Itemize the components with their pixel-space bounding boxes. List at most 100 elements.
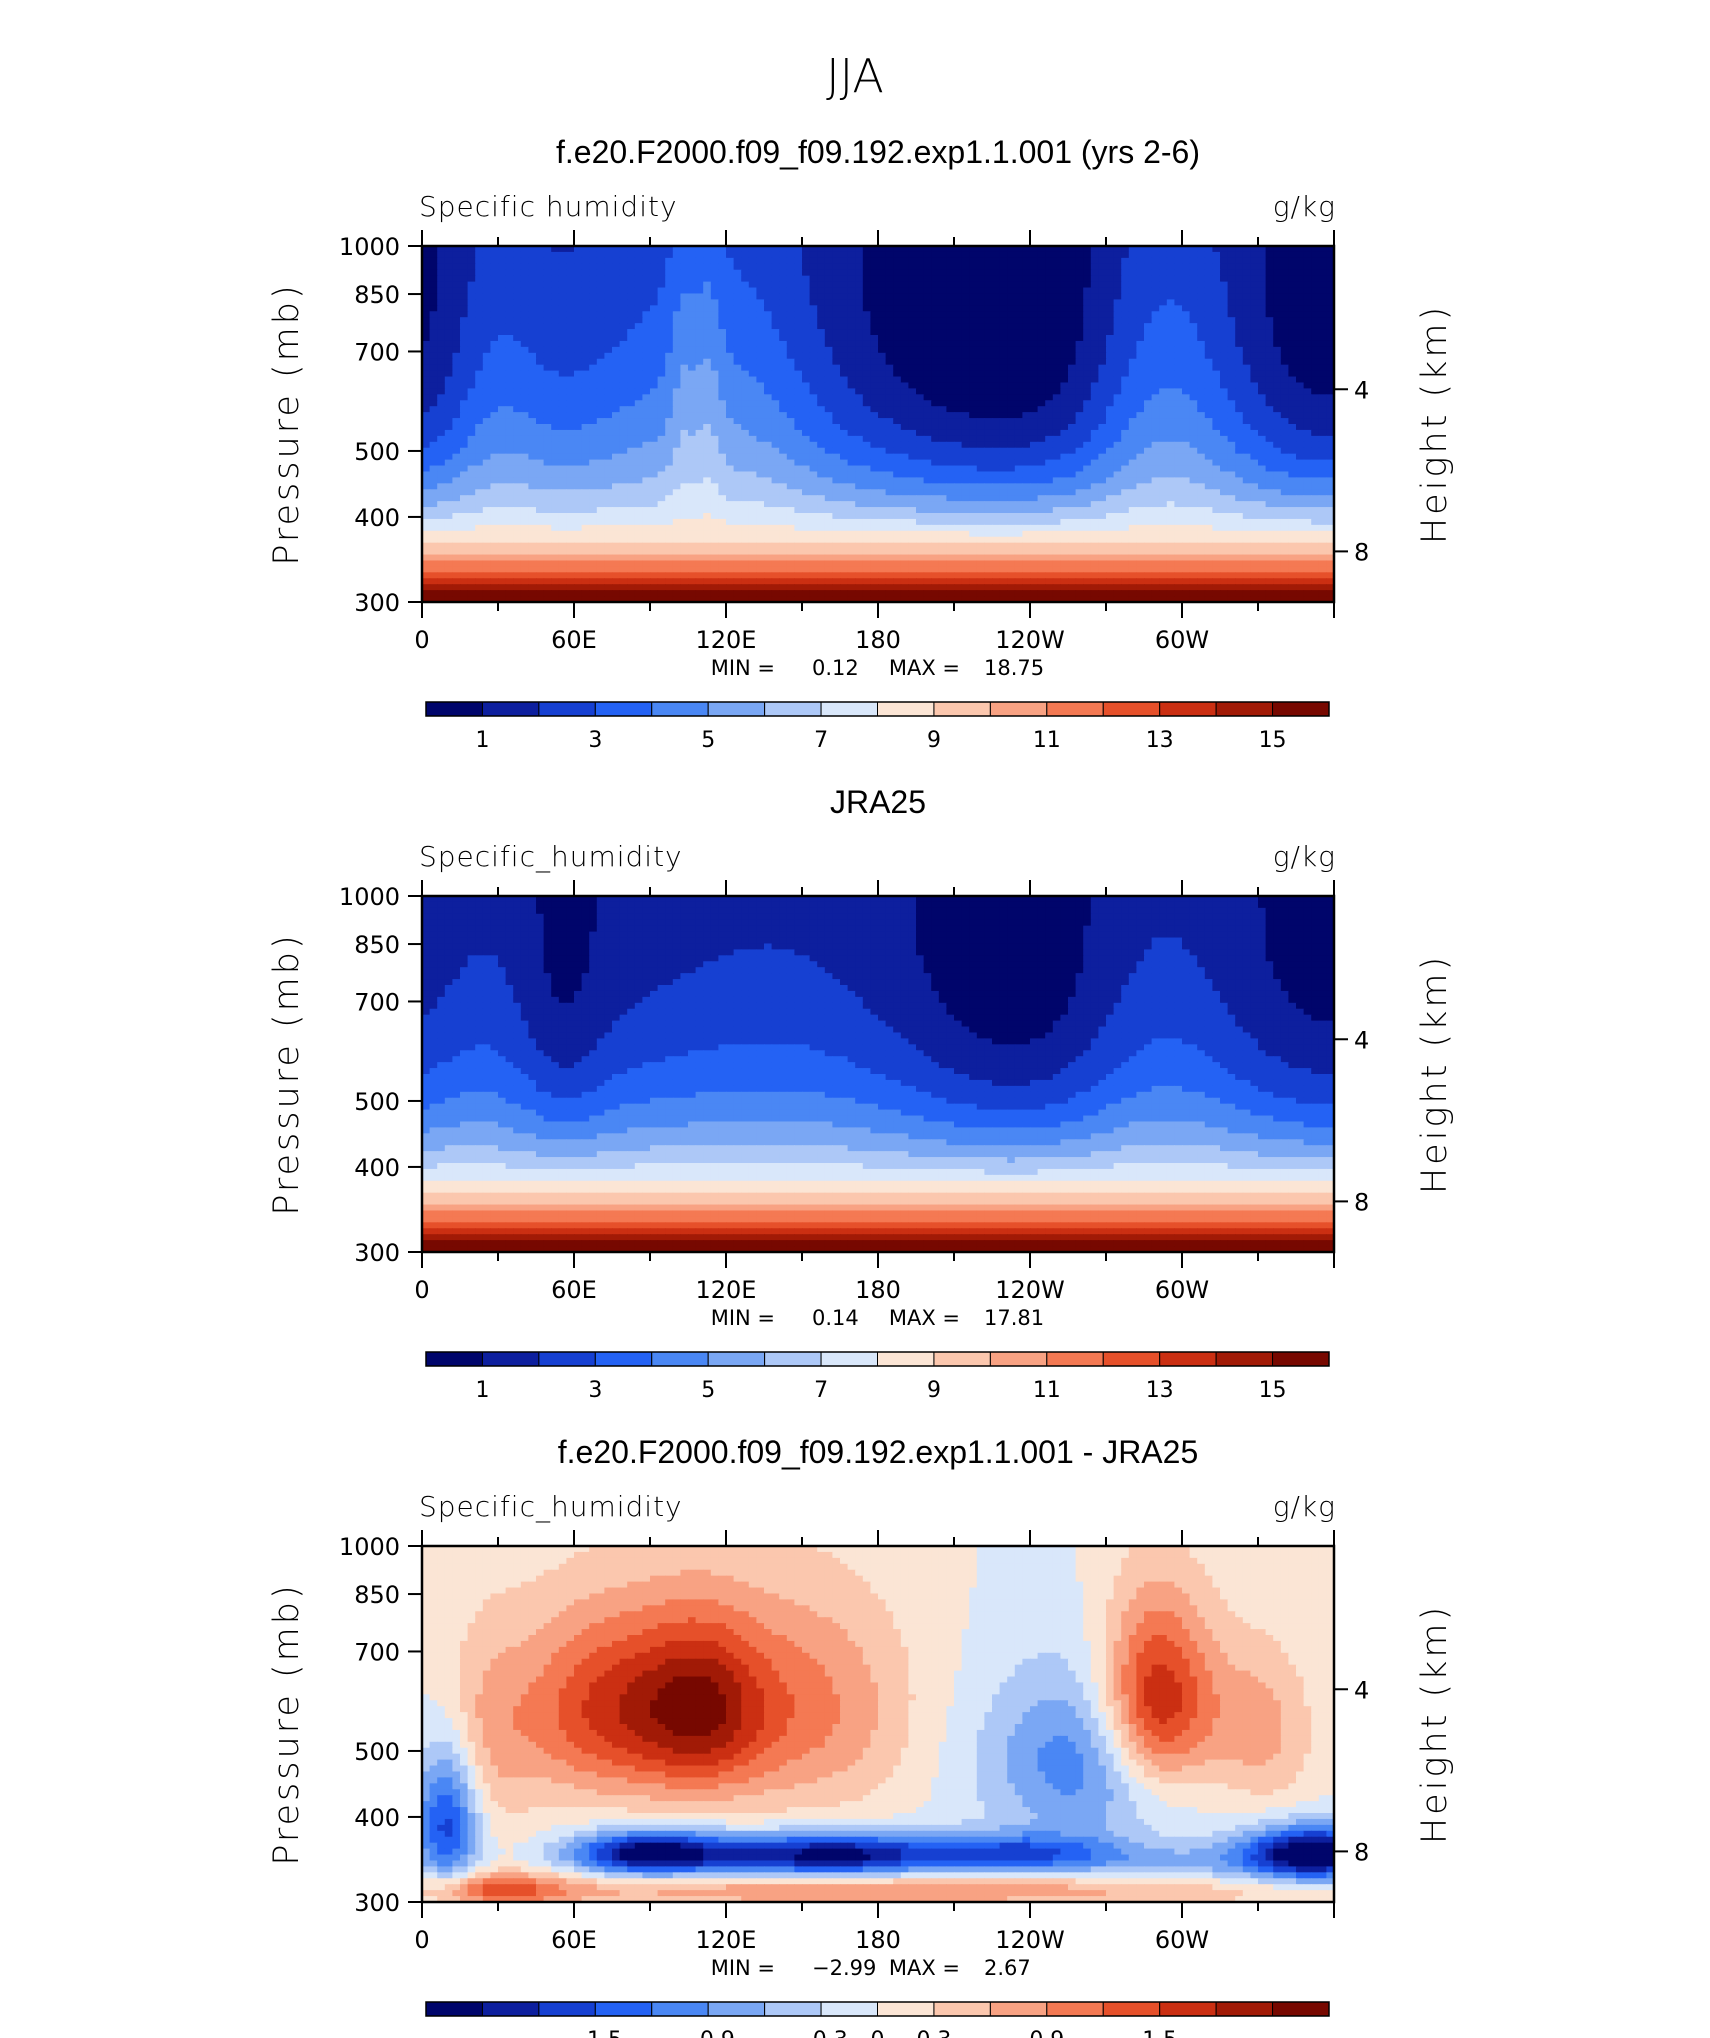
field-cell <box>1106 477 1115 484</box>
field-cell <box>1136 346 1145 354</box>
field-cell <box>1220 406 1229 413</box>
field-cell <box>855 263 864 271</box>
field-cell <box>627 447 636 455</box>
field-cell <box>832 418 841 425</box>
field-cell <box>1136 311 1145 318</box>
field-cell <box>566 358 575 366</box>
field-cell <box>786 406 795 413</box>
field-cell <box>794 269 803 277</box>
field-cell <box>1303 281 1312 289</box>
field-cell <box>695 394 704 401</box>
field-cell <box>1121 477 1130 484</box>
field-cell <box>855 305 864 312</box>
field-cell <box>1106 429 1115 437</box>
field-cell <box>650 364 659 372</box>
field-cell <box>589 305 598 312</box>
field-cell <box>908 376 917 384</box>
field-cell <box>1273 376 1282 384</box>
field-cell <box>1311 453 1320 461</box>
field-cell <box>1318 382 1327 389</box>
field-cell <box>916 418 925 425</box>
field-cell <box>817 424 826 431</box>
field-cell <box>862 400 871 407</box>
field-cell <box>498 346 507 354</box>
field-cell <box>1022 394 1031 401</box>
field-cell <box>1197 281 1206 289</box>
field-cell <box>741 323 750 330</box>
field-cell <box>908 382 917 389</box>
field-cell <box>1227 352 1236 360</box>
field-cell <box>718 257 727 265</box>
field-cell <box>916 370 925 378</box>
field-cell <box>832 323 841 330</box>
field-cell <box>1113 364 1122 372</box>
field-cell <box>657 418 666 425</box>
field-cell <box>429 441 438 449</box>
field-cell <box>999 376 1008 384</box>
field-cell <box>1121 293 1130 300</box>
field-cell <box>1121 435 1130 443</box>
field-cell <box>520 335 529 342</box>
field-cell <box>802 370 811 378</box>
field-cell <box>1060 429 1069 437</box>
field-cell <box>771 305 780 312</box>
field-cell <box>657 269 666 277</box>
field-cell <box>680 465 689 473</box>
field-cell <box>779 281 788 289</box>
field-cell <box>1136 364 1145 372</box>
field-cell <box>1174 394 1183 401</box>
field-cell <box>505 382 514 389</box>
field-cell <box>748 346 757 354</box>
field-cell <box>672 477 681 484</box>
field-cell <box>703 370 712 378</box>
field-cell <box>422 376 431 384</box>
field-cell <box>862 418 871 425</box>
field-cell <box>1166 329 1175 336</box>
field-cell <box>1326 483 1335 490</box>
field-cell <box>589 323 598 330</box>
field-cell <box>817 412 826 419</box>
field-cell <box>862 447 871 455</box>
field-cell <box>931 489 940 496</box>
field-cell <box>992 358 1001 366</box>
field-cell <box>505 346 514 354</box>
field-cell <box>604 382 613 389</box>
field-cell <box>969 352 978 360</box>
field-cell <box>961 400 970 407</box>
field-cell <box>1280 358 1289 366</box>
field-cell <box>718 317 727 324</box>
field-cell <box>574 305 583 312</box>
field-cell <box>961 370 970 378</box>
field-cell <box>437 299 446 306</box>
field-cell <box>824 394 833 401</box>
field-cell <box>437 352 446 360</box>
field-cell <box>1212 329 1221 336</box>
field-cell <box>748 459 757 467</box>
field-cell <box>1197 246 1206 253</box>
field-cell <box>1220 299 1229 306</box>
field-cell <box>505 293 514 300</box>
field-cell <box>1030 317 1039 324</box>
field-cell <box>1197 323 1206 330</box>
field-cell <box>916 483 925 490</box>
field-cell <box>1311 275 1320 283</box>
field-cell <box>1235 293 1244 300</box>
field-cell <box>1166 293 1175 300</box>
field-cell <box>422 281 431 289</box>
field-cell <box>855 412 864 419</box>
field-cell <box>1250 447 1259 455</box>
field-cell <box>885 412 894 419</box>
field-cell <box>1030 483 1039 490</box>
field-cell <box>855 287 864 295</box>
field-cell <box>1250 323 1259 330</box>
field-cell <box>748 489 757 496</box>
field-cell <box>482 275 491 283</box>
field-cell <box>1144 257 1153 265</box>
field-cell <box>916 435 925 443</box>
field-cell <box>817 483 826 490</box>
field-cell <box>809 412 818 419</box>
field-cell <box>984 376 993 384</box>
field-cell <box>1204 459 1213 467</box>
field-cell <box>900 281 909 289</box>
field-cell <box>688 335 697 342</box>
